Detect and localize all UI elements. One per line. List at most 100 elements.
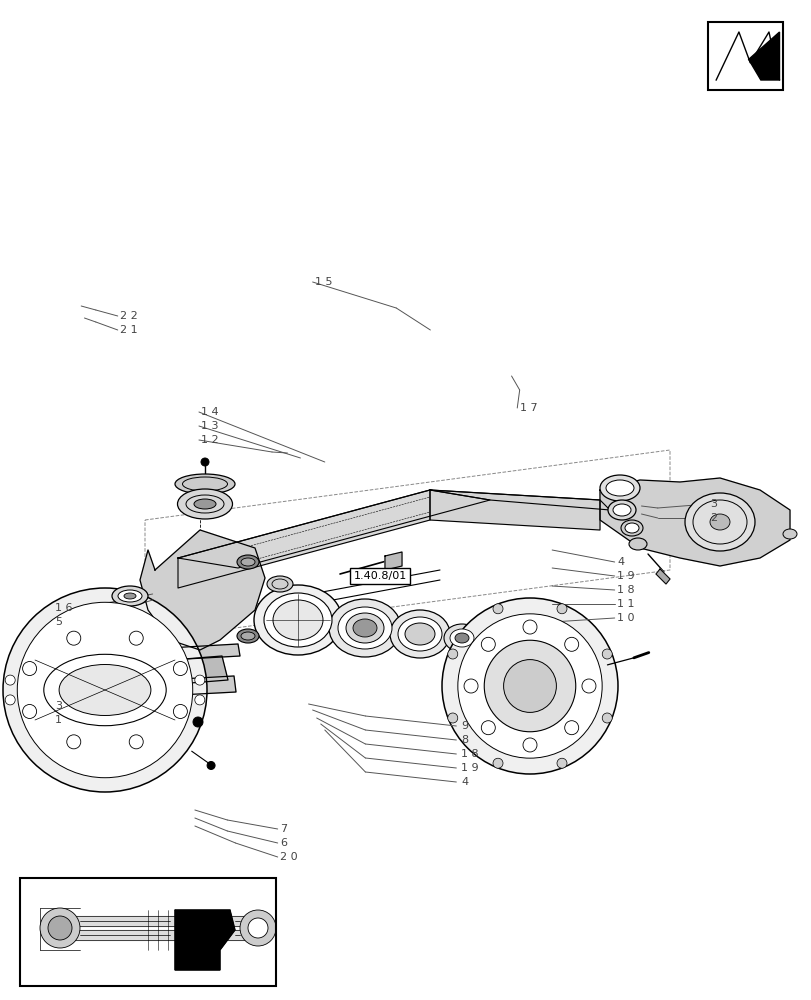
Ellipse shape xyxy=(237,555,259,569)
Ellipse shape xyxy=(264,593,332,647)
Circle shape xyxy=(463,679,478,693)
Polygon shape xyxy=(52,930,245,940)
Circle shape xyxy=(447,713,457,723)
Circle shape xyxy=(447,649,457,659)
Circle shape xyxy=(67,631,80,645)
Circle shape xyxy=(23,662,36,676)
Text: 2 2: 2 2 xyxy=(120,311,138,321)
Text: 8: 8 xyxy=(461,735,468,745)
Text: 7: 7 xyxy=(280,824,287,834)
Circle shape xyxy=(602,713,611,723)
Circle shape xyxy=(195,695,204,705)
Ellipse shape xyxy=(178,489,232,519)
Text: 1 0: 1 0 xyxy=(616,613,634,623)
Text: 3: 3 xyxy=(55,701,62,711)
Ellipse shape xyxy=(59,664,151,716)
Circle shape xyxy=(564,637,578,651)
Circle shape xyxy=(3,588,207,792)
Bar xyxy=(20,878,276,986)
Circle shape xyxy=(23,704,36,718)
Text: 5: 5 xyxy=(55,617,62,627)
Text: 1 6: 1 6 xyxy=(55,603,73,613)
Text: 1 9: 1 9 xyxy=(616,571,634,581)
Ellipse shape xyxy=(254,585,341,655)
Ellipse shape xyxy=(620,520,642,536)
Circle shape xyxy=(201,458,208,466)
Circle shape xyxy=(5,695,15,705)
Polygon shape xyxy=(599,478,789,566)
Circle shape xyxy=(129,631,143,645)
Polygon shape xyxy=(52,916,245,926)
Ellipse shape xyxy=(124,593,135,599)
Ellipse shape xyxy=(612,504,630,516)
Ellipse shape xyxy=(345,613,384,643)
Ellipse shape xyxy=(405,623,435,645)
Ellipse shape xyxy=(272,600,323,640)
Ellipse shape xyxy=(599,475,639,501)
Ellipse shape xyxy=(607,500,635,520)
Circle shape xyxy=(441,598,617,774)
Text: 4: 4 xyxy=(461,777,468,787)
Circle shape xyxy=(522,620,536,634)
Text: 9: 9 xyxy=(461,721,468,731)
Polygon shape xyxy=(430,490,599,530)
Ellipse shape xyxy=(397,617,441,651)
Text: 1 4: 1 4 xyxy=(201,407,219,417)
Circle shape xyxy=(556,758,566,768)
Ellipse shape xyxy=(175,474,234,494)
Ellipse shape xyxy=(629,538,646,550)
Polygon shape xyxy=(175,910,234,970)
Polygon shape xyxy=(655,569,669,584)
Text: 4: 4 xyxy=(616,557,624,567)
Ellipse shape xyxy=(624,523,638,533)
Ellipse shape xyxy=(237,629,259,643)
Text: 1: 1 xyxy=(55,715,62,725)
Circle shape xyxy=(174,662,187,676)
Polygon shape xyxy=(168,644,240,660)
Circle shape xyxy=(483,640,575,732)
Circle shape xyxy=(481,721,495,735)
Ellipse shape xyxy=(782,529,796,539)
Text: 1 7: 1 7 xyxy=(519,403,537,413)
Polygon shape xyxy=(178,490,430,588)
Ellipse shape xyxy=(337,607,392,649)
Circle shape xyxy=(556,604,566,614)
Ellipse shape xyxy=(328,599,401,657)
Circle shape xyxy=(48,916,72,940)
Ellipse shape xyxy=(444,624,479,652)
Polygon shape xyxy=(139,530,264,650)
Text: 1 8: 1 8 xyxy=(461,749,478,759)
Ellipse shape xyxy=(605,480,633,496)
Ellipse shape xyxy=(267,576,293,592)
Circle shape xyxy=(564,721,578,735)
Circle shape xyxy=(174,704,187,718)
Circle shape xyxy=(40,908,80,948)
Circle shape xyxy=(17,602,192,778)
Polygon shape xyxy=(160,676,236,696)
Circle shape xyxy=(457,614,602,758)
Ellipse shape xyxy=(709,514,729,530)
Circle shape xyxy=(193,717,203,727)
Polygon shape xyxy=(384,552,401,570)
Text: 1 9: 1 9 xyxy=(461,763,478,773)
Text: 2: 2 xyxy=(710,513,717,523)
Text: 1 5: 1 5 xyxy=(315,277,333,287)
Ellipse shape xyxy=(389,610,449,658)
Circle shape xyxy=(129,735,143,749)
Ellipse shape xyxy=(112,586,148,606)
Polygon shape xyxy=(430,490,609,510)
Ellipse shape xyxy=(241,632,255,640)
Text: 2 1: 2 1 xyxy=(120,325,138,335)
Circle shape xyxy=(602,649,611,659)
Circle shape xyxy=(581,679,595,693)
Text: 3: 3 xyxy=(710,499,717,509)
Ellipse shape xyxy=(241,558,255,566)
Circle shape xyxy=(522,738,536,752)
Text: 1 2: 1 2 xyxy=(201,435,219,445)
Circle shape xyxy=(207,761,215,769)
Text: 1 8: 1 8 xyxy=(616,585,634,595)
Ellipse shape xyxy=(449,629,474,647)
Circle shape xyxy=(481,637,495,651)
Ellipse shape xyxy=(118,590,142,602)
Circle shape xyxy=(67,735,80,749)
